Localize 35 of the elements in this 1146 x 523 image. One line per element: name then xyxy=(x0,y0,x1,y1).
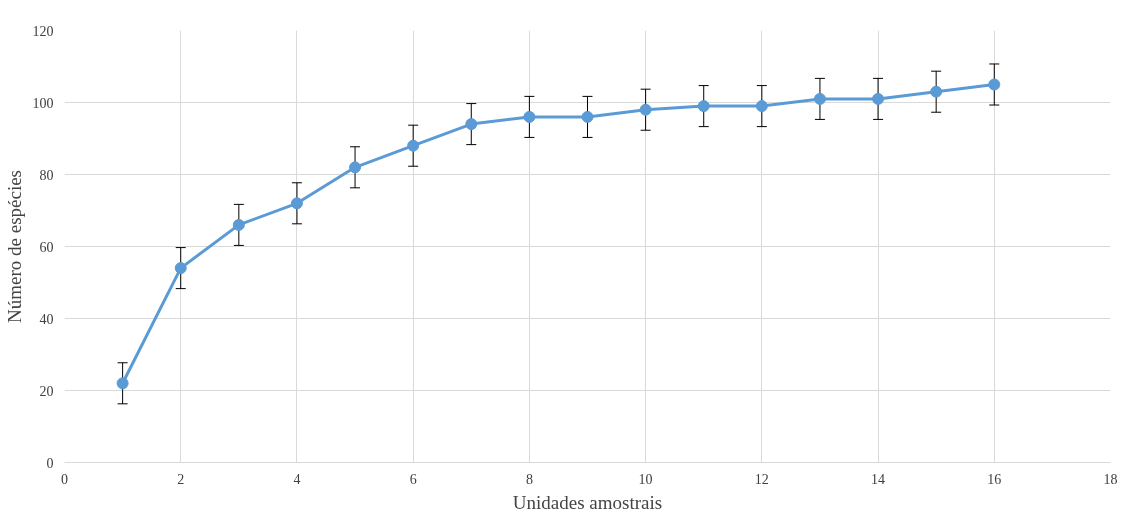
point xyxy=(407,139,420,152)
y-tick-label: 60 xyxy=(39,239,54,255)
point xyxy=(639,103,652,116)
point xyxy=(523,110,536,123)
point xyxy=(116,377,129,390)
x-tick-label: 14 xyxy=(871,471,886,487)
point xyxy=(465,118,478,131)
y-axis-title: Número de espécies xyxy=(3,170,25,323)
point xyxy=(697,100,710,113)
point xyxy=(813,92,826,105)
point xyxy=(755,100,768,113)
x-tick-label: 0 xyxy=(61,471,68,487)
x-axis-title: Unidades amostrais xyxy=(512,491,663,513)
y-tick-label: 120 xyxy=(32,23,54,39)
point xyxy=(872,92,885,105)
x-tick-label: 10 xyxy=(638,471,653,487)
x-tick-label: 4 xyxy=(293,471,301,487)
x-tick-label: 18 xyxy=(1103,471,1118,487)
y-tick-label: 100 xyxy=(32,95,54,111)
point xyxy=(349,161,362,174)
x-tick-label: 16 xyxy=(987,471,1002,487)
y-tick-label: 20 xyxy=(39,383,54,399)
point xyxy=(290,197,303,210)
point xyxy=(930,85,943,98)
x-tick-label: 12 xyxy=(754,471,769,487)
y-tick-label: 80 xyxy=(39,167,54,183)
point xyxy=(232,218,245,231)
x-tick-label: 2 xyxy=(177,471,185,487)
point xyxy=(174,262,187,275)
x-tick-label: 8 xyxy=(525,471,533,487)
point xyxy=(581,110,594,123)
y-tick-label: 40 xyxy=(39,311,54,327)
point xyxy=(988,78,1001,91)
x-tick-label: 6 xyxy=(409,471,417,487)
y-tick-label: 0 xyxy=(46,455,54,471)
